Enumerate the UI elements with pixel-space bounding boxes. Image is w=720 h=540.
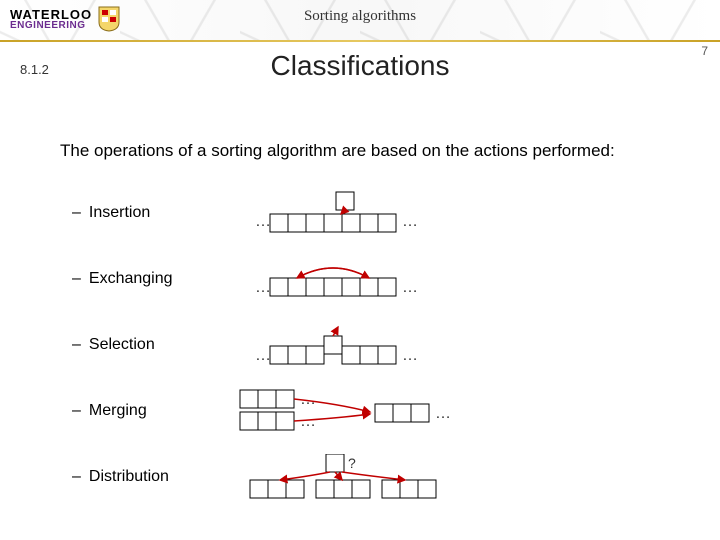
insertion-diagram: … … — [230, 190, 460, 236]
list-item: –Insertion … … — [60, 190, 680, 236]
svg-text:…: … — [255, 347, 271, 364]
svg-text:…: … — [402, 347, 418, 364]
ellipsis-icon: … — [255, 213, 271, 230]
list-item: –Distribution ? — [60, 454, 680, 500]
svg-text:…: … — [255, 279, 271, 296]
intro-text: The operations of a sorting algorithm ar… — [60, 140, 680, 162]
slide-title: Classifications — [0, 50, 720, 82]
list-item: –Exchanging … … — [60, 256, 680, 302]
exchanging-diagram: … … — [230, 256, 460, 302]
slide-topic: Sorting algorithms — [0, 8, 720, 25]
svg-text:…: … — [435, 405, 451, 422]
merging-diagram: … … … — [230, 388, 490, 434]
header-divider — [0, 40, 720, 42]
svg-text:…: … — [300, 413, 316, 430]
item-label: Distribution — [89, 468, 169, 485]
ellipsis-icon: … — [402, 213, 418, 230]
item-label: Insertion — [89, 204, 150, 221]
question-mark: ? — [348, 455, 356, 471]
selection-diagram: … … — [230, 322, 460, 368]
item-label: Exchanging — [89, 270, 173, 287]
svg-text:…: … — [402, 279, 418, 296]
list-item: –Selection … … — [60, 322, 680, 368]
list-item: –Merging … … — [60, 388, 680, 434]
item-label: Selection — [89, 336, 155, 353]
item-label: Merging — [89, 402, 147, 419]
slide-body: The operations of a sorting algorithm ar… — [60, 140, 680, 500]
distribution-diagram: ? — [230, 454, 460, 500]
